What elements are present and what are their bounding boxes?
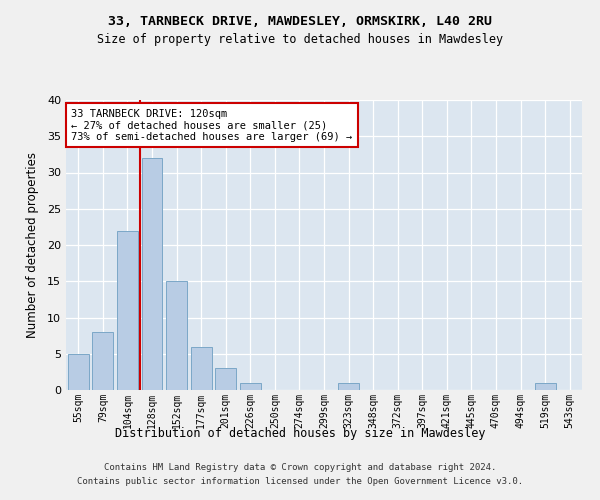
Text: 33 TARNBECK DRIVE: 120sqm
← 27% of detached houses are smaller (25)
73% of semi-: 33 TARNBECK DRIVE: 120sqm ← 27% of detac… (71, 108, 352, 142)
Text: Distribution of detached houses by size in Mawdesley: Distribution of detached houses by size … (115, 428, 485, 440)
Bar (68, 354, 89, 390)
Bar (166, 281, 187, 390)
Bar (535, 383, 556, 390)
Bar (240, 383, 261, 390)
Bar (117, 230, 138, 390)
Bar (142, 158, 163, 390)
Bar (215, 368, 236, 390)
Bar (92, 332, 113, 390)
Text: 33, TARNBECK DRIVE, MAWDESLEY, ORMSKIRK, L40 2RU: 33, TARNBECK DRIVE, MAWDESLEY, ORMSKIRK,… (108, 15, 492, 28)
Text: Size of property relative to detached houses in Mawdesley: Size of property relative to detached ho… (97, 32, 503, 46)
Y-axis label: Number of detached properties: Number of detached properties (26, 152, 38, 338)
Bar (338, 383, 359, 390)
Text: Contains public sector information licensed under the Open Government Licence v3: Contains public sector information licen… (77, 477, 523, 486)
Text: Contains HM Land Registry data © Crown copyright and database right 2024.: Contains HM Land Registry data © Crown c… (104, 464, 496, 472)
Bar (191, 346, 212, 390)
